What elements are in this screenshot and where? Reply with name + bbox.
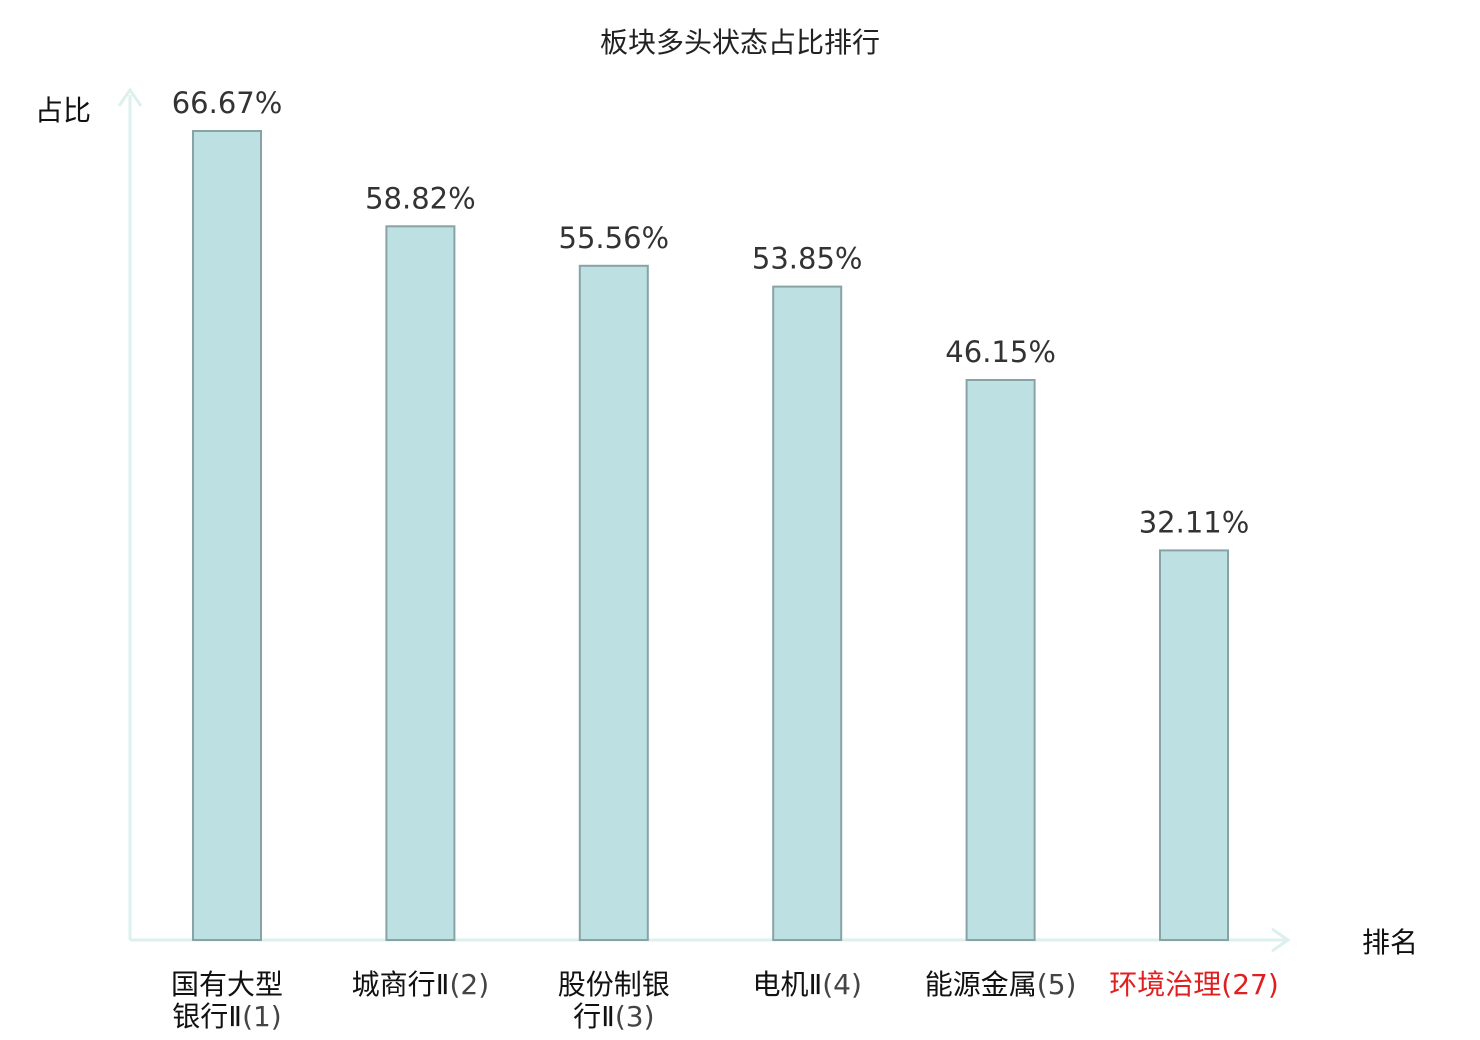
category-rank-3: (3) [615, 1000, 655, 1033]
category-rank-6: (27) [1221, 968, 1278, 1001]
value-label-6: 32.11% [1139, 505, 1250, 539]
category-rank-2: (2) [449, 968, 489, 1001]
bar-5 [965, 379, 1036, 941]
category-label-1-line-1: 国有大型 [171, 968, 283, 1001]
bar-6 [1159, 549, 1229, 942]
category-label-5-line-1: 能源金属(5) [925, 968, 1077, 1001]
value-label-2: 58.82% [365, 181, 476, 215]
x-axis-arrow-icon [1271, 927, 1291, 953]
bar-4 [772, 285, 843, 942]
bar-3 [578, 264, 649, 941]
chart-title: 板块多头状态占比排行 [600, 26, 880, 59]
value-label-1: 66.67% [172, 86, 283, 120]
bars-group [192, 130, 1229, 942]
category-rank-4: (4) [822, 968, 862, 1001]
category-label-1-line-2: 银行Ⅱ(1) [172, 1000, 281, 1033]
category-label-6-line-1: 环境治理(27) [1109, 968, 1279, 1001]
category-rank-5: (5) [1037, 968, 1077, 1001]
category-label-3-line-2: 行Ⅱ(3) [573, 1000, 654, 1033]
category-label-2-line-1: 城商行Ⅱ(2) [352, 968, 489, 1001]
value-label-4: 53.85% [752, 242, 863, 276]
y-axis-label: 占比 [35, 94, 91, 127]
value-label-5: 46.15% [945, 335, 1056, 369]
category-rank-1: (1) [242, 1000, 282, 1033]
category-label-4-line-1: 电机Ⅱ(4) [752, 968, 861, 1001]
bar-1 [192, 130, 262, 941]
value-labels-group: 66.67% 58.82% 55.56% 53.85% 46.15% 32.11% [172, 86, 1250, 539]
y-axis-arrow-icon [117, 87, 143, 107]
value-label-3: 55.56% [559, 221, 670, 255]
x-axis-label: 排名 [1362, 926, 1418, 959]
bar-2 [385, 225, 456, 942]
category-label-3-line-1: 股份制银 [558, 968, 670, 1001]
